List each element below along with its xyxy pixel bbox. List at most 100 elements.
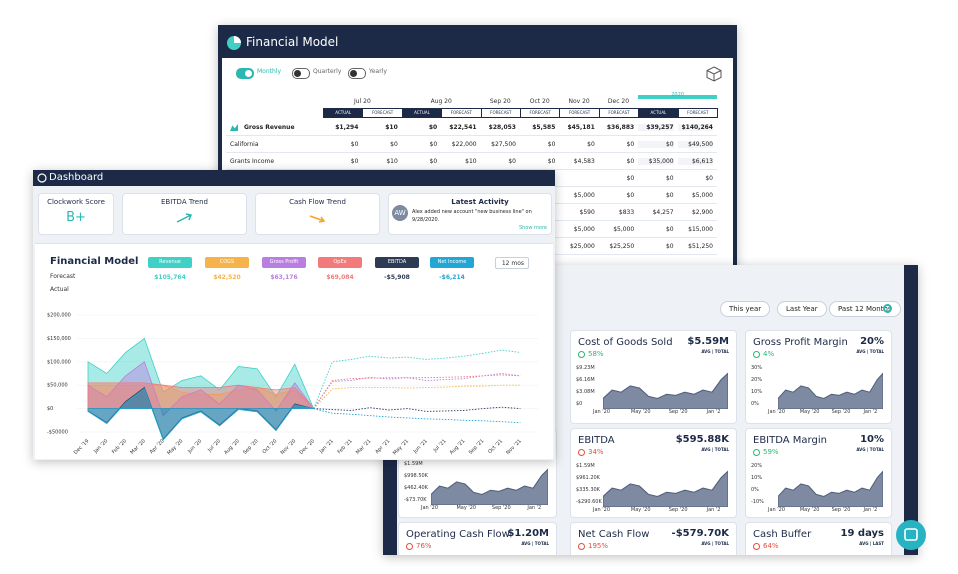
legend-total: $42,520	[213, 274, 241, 281]
dashboard-window: Dashboard Clockwork Score B+ EBITDA Trend C…	[33, 170, 555, 460]
y-label: $998.50K	[404, 473, 428, 479]
card-value: $595.88K	[675, 434, 729, 445]
row-line	[226, 169, 717, 170]
settings-icon[interactable]	[883, 304, 892, 313]
month-header: Sep 20	[489, 98, 511, 105]
range-button[interactable]: 12 mos	[495, 257, 529, 269]
cell: $0	[626, 175, 635, 182]
filter-button[interactable]: Past 12 Months	[829, 301, 901, 317]
y-label: $961.20K	[576, 475, 600, 481]
avg-label: AVG | LAST	[859, 541, 884, 546]
activity-text: Alex added new account "new business lin…	[412, 209, 532, 223]
month-header: Nov 20	[568, 98, 590, 105]
filter-button[interactable]: Last Year	[777, 301, 827, 317]
toggle[interactable]	[236, 68, 254, 79]
card-title: EBITDA Margin	[753, 435, 827, 446]
avg-label: AVG | TOTAL	[701, 541, 729, 546]
kpi-panel: This year Last Year Past 12 Months Cost of …	[397, 265, 904, 555]
card-title: Cash Flow Trend	[289, 198, 346, 206]
subheader: FORECAST	[362, 108, 403, 118]
cell: $0	[547, 158, 556, 165]
legend-total: -$5,908	[384, 274, 410, 281]
x-label: May '20	[630, 409, 651, 415]
y-label: -$290.60K	[576, 499, 602, 505]
cell: $27,500	[491, 141, 516, 148]
change-icon	[406, 543, 413, 550]
cell: $35,000	[638, 158, 674, 165]
y-label: 10%	[751, 389, 763, 395]
filter-button[interactable]: This year	[720, 301, 771, 317]
cell: $0	[587, 141, 595, 148]
card-title: Operating Cash Flow	[406, 529, 510, 540]
legend-chip[interactable]: EBITDA	[375, 257, 419, 268]
x-label: Jan '2	[863, 507, 878, 513]
kpi-card: Cost of Goods Sold $5.59M AVG | TOTAL 58% $9…	[570, 330, 737, 424]
cell: $0	[665, 226, 674, 233]
cell: $0	[547, 141, 556, 148]
x-label: Sep '20	[831, 507, 851, 513]
cell: $5,000	[613, 226, 635, 233]
cell: $0	[390, 141, 398, 148]
y-label: $462.40K	[404, 485, 428, 491]
cell: $0	[508, 158, 516, 165]
subheader: FORECAST	[598, 108, 640, 118]
toggle[interactable]	[348, 68, 366, 79]
cell: $4,583	[573, 158, 595, 165]
row-line	[226, 135, 717, 136]
x-label: Sep '20	[668, 507, 688, 513]
cube-icon	[706, 66, 722, 82]
y-label: $6.16M	[576, 377, 595, 383]
legend-chip[interactable]: Gross Profit	[262, 257, 306, 268]
legend-total: $105,764	[154, 274, 186, 281]
x-label: Jan '20	[593, 507, 611, 513]
month-header: Dec 20	[607, 98, 630, 105]
avg-label: AVG | TOTAL	[701, 447, 729, 452]
avatar: AW	[392, 205, 408, 221]
x-label: Jan '2	[706, 409, 721, 415]
y-label: $1.59M	[404, 461, 423, 467]
card-value: $5.59M	[687, 336, 729, 347]
y-label: $3.08M	[576, 389, 595, 395]
cell: $140,264	[677, 124, 713, 131]
subheader: ACTUAL	[638, 108, 679, 118]
legend-chip[interactable]: OpEx	[318, 257, 362, 268]
cell: $22,000	[451, 141, 477, 148]
avg-label: AVG | TOTAL	[701, 349, 729, 354]
toggle[interactable]	[292, 68, 310, 79]
window-title: Dashboard	[49, 172, 104, 183]
legend-chip[interactable]: COGS	[205, 257, 249, 268]
card-value: 19 days	[840, 528, 884, 539]
trend-arrow	[176, 213, 192, 223]
sparkline	[603, 470, 728, 507]
row-label: Forecast	[50, 273, 76, 280]
x-label: Jan '2	[527, 505, 542, 511]
cell: $5,000	[573, 192, 595, 199]
summary-card: Cash Flow Trend	[255, 193, 380, 235]
change-icon	[753, 449, 760, 456]
month-header: 2020	[671, 92, 684, 98]
subheader: FORECAST	[441, 108, 482, 118]
legend-chip[interactable]: Revenue	[148, 257, 192, 268]
cell: $22,541	[449, 124, 477, 131]
row-label: Gross Revenue	[244, 124, 295, 131]
avg-label: AVG | TOTAL	[856, 447, 884, 452]
x-label: Jan '20	[768, 507, 786, 513]
y-label: $335.30K	[576, 487, 600, 493]
x-label: Jan '20	[768, 409, 786, 415]
change-value: 58%	[588, 350, 604, 358]
cell: $590	[579, 209, 595, 216]
cell: $10	[386, 158, 398, 165]
change-value: 4%	[763, 350, 775, 358]
x-label: Jan '20	[593, 409, 611, 415]
header-bar	[33, 170, 555, 186]
row-label: Grants Income	[230, 158, 275, 165]
card-title: Gross Profit Margin	[753, 337, 848, 348]
y-label: $0	[576, 401, 583, 407]
y-label: 20%	[751, 377, 763, 383]
chat-button[interactable]	[896, 520, 926, 550]
y-label: 0%	[751, 487, 759, 493]
score-value: B+	[66, 210, 86, 225]
summary-card: Latest Activity AW Alex added new account …	[388, 193, 552, 235]
show-more-link[interactable]: Show more	[518, 225, 547, 231]
legend-chip[interactable]: Net Income	[430, 257, 474, 268]
